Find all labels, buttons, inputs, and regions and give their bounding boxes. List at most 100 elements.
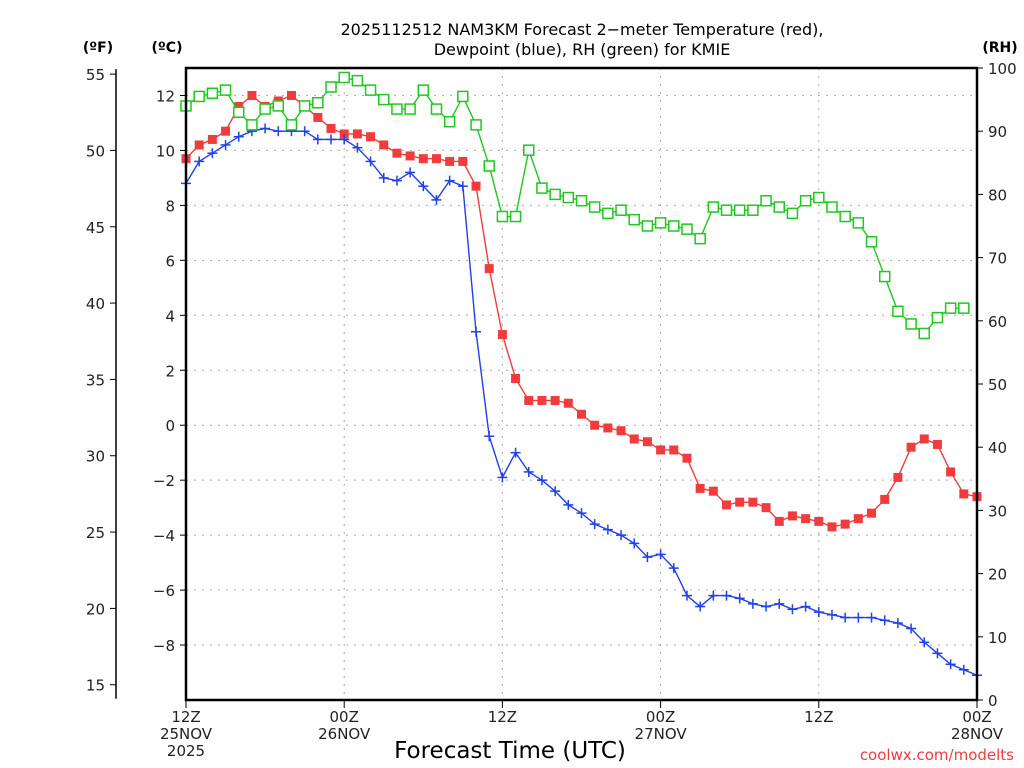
dewpoint-point — [734, 593, 745, 604]
temperature-point — [577, 409, 586, 419]
rh-point — [865, 236, 878, 248]
time-tick-label: 12Z — [804, 708, 833, 726]
dewpoint-point — [774, 598, 785, 609]
time-tick-label: 12Z — [488, 708, 517, 726]
x-axis-title: Forecast Time (UTC) — [394, 738, 626, 764]
rh-point — [298, 100, 311, 112]
dewpoint-point — [418, 181, 429, 192]
rh-point — [246, 119, 258, 131]
dewpoint-point — [589, 519, 600, 530]
dewpoint-point — [866, 612, 877, 623]
rh-tick-label: 40 — [988, 439, 1007, 457]
temperature-point — [946, 467, 956, 477]
dewpoint-point — [550, 486, 561, 497]
dewpoint-point — [932, 648, 943, 659]
celsius-axis-label: (ºC) — [152, 40, 183, 56]
celsius-tick-label: 6 — [165, 252, 175, 270]
rh-point — [443, 115, 456, 128]
rh-point — [944, 302, 957, 314]
celsius-tick-label: −2 — [153, 472, 175, 490]
rh-point — [457, 90, 469, 103]
dewpoint-point — [695, 601, 706, 612]
temperature-point — [537, 395, 547, 405]
temperature-point — [207, 134, 217, 144]
dewpoint-point — [747, 598, 758, 609]
dewpoint-point — [721, 590, 732, 601]
temperature-point — [247, 90, 257, 100]
fahrenheit-tick-label: 25 — [86, 524, 105, 542]
temperature-point — [366, 132, 376, 142]
rh-tick-label: 100 — [988, 60, 1017, 78]
fahrenheit-tick-label: 45 — [86, 219, 105, 237]
rh-point — [918, 327, 931, 340]
rh-point — [641, 220, 654, 232]
dewpoint-point — [326, 134, 337, 145]
temperature-point — [774, 516, 784, 526]
temperature-point — [590, 420, 600, 430]
dewpoint-point — [681, 590, 692, 601]
rh-point — [602, 207, 614, 220]
dewpoint-point — [233, 131, 244, 142]
temperature-point — [234, 101, 244, 111]
rh-point — [470, 119, 482, 131]
rh-point — [813, 191, 825, 204]
dewpoint-point — [194, 156, 205, 167]
dewpoint-point — [655, 549, 666, 560]
temperature-point — [445, 156, 455, 166]
time-tick-label: 00Z — [330, 708, 359, 726]
dewpoint-point — [879, 615, 890, 626]
dewpoint-point — [299, 126, 310, 137]
rh-point — [232, 106, 245, 118]
temperature-point — [840, 519, 850, 529]
dewpoint-point — [563, 499, 574, 510]
dewpoint-point — [840, 612, 851, 623]
temperature-point — [629, 434, 639, 444]
rh-tick-label: 50 — [988, 376, 1007, 394]
grid-lines — [185, 68, 978, 700]
dewpoint-point — [919, 637, 930, 648]
rh-point — [523, 144, 535, 156]
temperature-point — [814, 516, 824, 526]
series-line-temperature — [185, 94, 978, 528]
rh-point — [549, 188, 561, 201]
temperature-point — [932, 439, 942, 449]
fahrenheit-tick-label: 40 — [86, 295, 105, 313]
dewpoint-point — [958, 664, 969, 675]
dewpoint-point — [761, 601, 772, 612]
fahrenheit-tick-label: 50 — [86, 142, 105, 160]
rh-point — [905, 318, 917, 330]
rh-point — [338, 71, 350, 84]
dewpoint-point — [391, 175, 402, 186]
temperature-point — [906, 442, 916, 452]
temperature-point — [524, 395, 534, 405]
series-rh — [180, 71, 970, 340]
temperature-point — [339, 129, 349, 139]
temperature-point — [550, 395, 560, 405]
dewpoint-point — [484, 431, 495, 442]
celsius-tick-label: −6 — [153, 582, 175, 600]
plot-frame — [184, 66, 979, 702]
dewpoint-point — [616, 530, 627, 541]
celsius-tick-label: 10 — [156, 142, 175, 160]
rh-point — [391, 103, 403, 115]
rh-tick-label: 20 — [988, 566, 1007, 584]
time-tick-label: 25NOV — [160, 725, 213, 743]
rh-point — [786, 207, 799, 220]
rh-tick-label: 0 — [988, 692, 998, 710]
rh-point — [483, 160, 495, 172]
temperature-point — [708, 486, 718, 496]
rh-tick-label: 10 — [988, 629, 1007, 647]
rh-point — [931, 311, 944, 324]
rh-point — [536, 182, 548, 194]
rh-point — [193, 90, 205, 103]
dewpoint-point — [576, 508, 587, 519]
rh-point — [839, 210, 851, 223]
dewpoint-point — [510, 447, 521, 458]
temperature-point — [801, 514, 811, 524]
rh-point — [417, 84, 430, 96]
rh-point — [760, 194, 772, 207]
time-tick-label: 28NOV — [951, 725, 1004, 743]
temperature-point — [616, 426, 626, 436]
temperature-point — [352, 129, 362, 139]
